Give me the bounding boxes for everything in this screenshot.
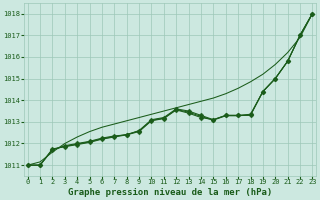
X-axis label: Graphe pression niveau de la mer (hPa): Graphe pression niveau de la mer (hPa) (68, 188, 272, 197)
